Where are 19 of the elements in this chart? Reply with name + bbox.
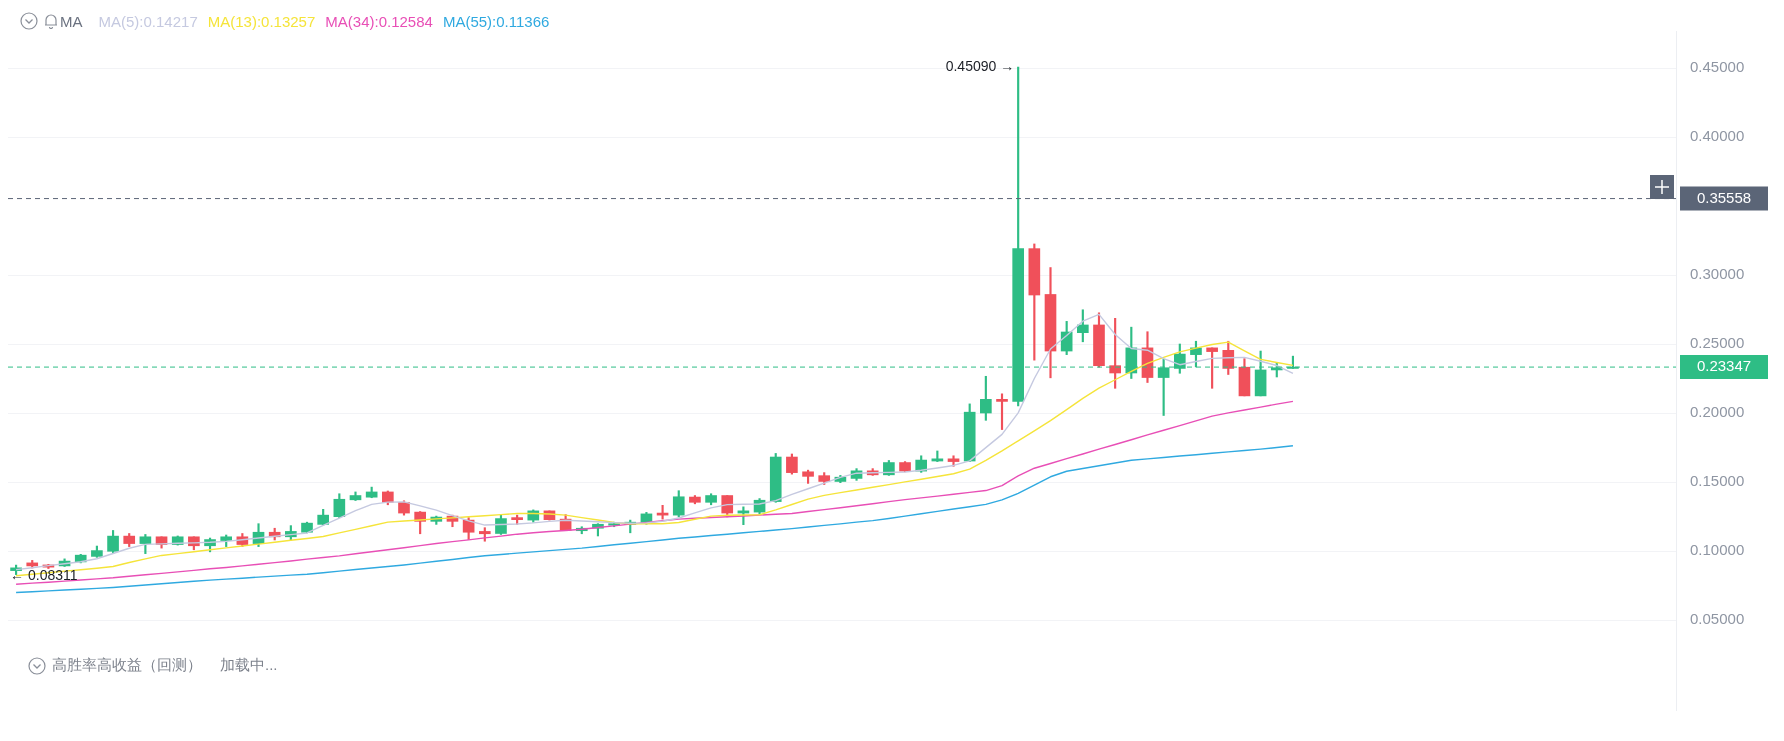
y-tick-label: 0.45000 xyxy=(1690,58,1745,76)
text: MA(55):0.11366 xyxy=(442,12,550,30)
y-tick-label: 0.15000 xyxy=(1690,472,1745,490)
y-tick-label: 0.25000 xyxy=(1690,334,1745,352)
y-tick-label: 0.30000 xyxy=(1690,265,1745,283)
annotation: 高胜率高收益（回测） xyxy=(52,656,202,675)
annotation: 0.45090 → xyxy=(945,57,1015,74)
annotation: ← 0.08311 xyxy=(10,567,78,584)
text: MA(5):0.14217 xyxy=(98,12,198,30)
ref-line-label: 0.35558 xyxy=(1696,188,1752,206)
y-tick-label: 0.10000 xyxy=(1690,541,1745,559)
y-tick-label: 0.40000 xyxy=(1690,127,1745,145)
y-tick-label: 0.05000 xyxy=(1690,610,1745,628)
text: MA(13):0.13257 xyxy=(207,12,316,30)
annotation: 加载中... xyxy=(220,656,278,675)
text: MA(34):0.12584 xyxy=(325,12,433,30)
y-tick-label: 0.20000 xyxy=(1690,403,1745,421)
ref-line-label: 0.23347 xyxy=(1696,357,1752,375)
legend-title: MA xyxy=(60,12,83,30)
